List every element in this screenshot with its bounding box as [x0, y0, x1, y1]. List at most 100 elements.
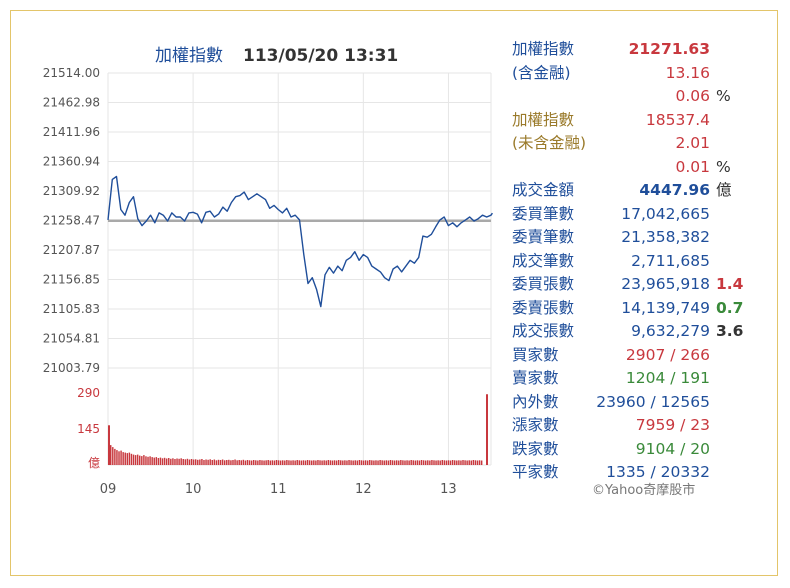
volume-bar	[373, 460, 375, 465]
volume-bar	[190, 459, 193, 465]
stat-row: 加權指數 21271.63	[512, 38, 742, 61]
volume-bar	[197, 459, 199, 465]
stat-extra: %	[716, 87, 731, 105]
volume-bar	[449, 460, 452, 465]
volume-bar	[281, 460, 284, 465]
y-axis-ticks: 21514.00 21462.98 21411.96 21360.94 21309.92…	[43, 66, 100, 375]
stat-label: 加權指數	[512, 40, 575, 58]
volume-bar	[265, 460, 267, 465]
stat-row: 內外數 23960 / 12565	[512, 391, 742, 414]
y-tick-label: 21411.96	[43, 125, 100, 139]
volume-bar	[168, 458, 170, 465]
volume-bar	[180, 458, 182, 465]
stat-label: 賣家數	[512, 369, 559, 387]
volume-bar	[433, 460, 435, 465]
volume-bar	[447, 460, 450, 465]
volume-bar	[429, 460, 431, 465]
volume-bar	[381, 460, 383, 465]
volume-bar	[437, 460, 439, 465]
volume-bar	[112, 447, 114, 465]
volume-bar	[379, 460, 381, 465]
volume-bar-open	[108, 425, 110, 465]
y-tick-label: 21054.81	[43, 332, 100, 346]
volume-bar	[354, 460, 356, 465]
volume-bar	[466, 460, 468, 465]
stat-row: 委買張數 23,965,918 1.4	[512, 273, 744, 296]
volume-bar	[344, 460, 346, 465]
stat-label: 平家數	[512, 463, 559, 481]
volume-bar	[298, 460, 301, 465]
volume-bar	[366, 460, 369, 465]
stat-value: 0.06	[675, 87, 710, 105]
volume-bar	[184, 459, 187, 465]
volume-bar	[128, 452, 131, 465]
volume-bar	[172, 458, 174, 465]
volume-bar	[188, 459, 191, 465]
stat-label: 加權指數	[512, 110, 575, 129]
volume-bar	[153, 457, 155, 465]
stat-row: 成交金額 4447.96 億	[512, 179, 742, 202]
volume-bar	[294, 460, 296, 465]
volume-bar	[306, 460, 309, 465]
volume-bar	[170, 458, 172, 465]
volume-bar	[269, 460, 272, 465]
volume-bar	[383, 460, 385, 465]
volume-bar	[402, 460, 404, 465]
x-tick-label: 09	[100, 482, 117, 497]
volume-bar	[288, 460, 290, 465]
volume-bar	[474, 460, 477, 465]
stat-row: 漲家數 7959 / 23	[512, 414, 742, 437]
volume-bar	[219, 460, 222, 465]
volume-bar	[273, 460, 276, 465]
stat-label: 買家數	[512, 345, 559, 364]
y-tick-label: 21156.85	[43, 273, 100, 287]
volume-bar	[418, 460, 421, 465]
stat-row: 賣家數 1204 / 191	[512, 367, 742, 390]
stat-row: 買家數 2907 / 266	[512, 344, 742, 367]
volume-tick-label: 145	[77, 422, 100, 436]
volume-bar	[126, 453, 129, 465]
stat-extra: 3.6	[716, 322, 744, 340]
volume-bar	[464, 460, 466, 465]
stat-value: 23960 / 12565	[596, 392, 710, 411]
stat-value: 2.01	[675, 134, 710, 152]
volume-bar	[327, 460, 330, 465]
volume-bar	[395, 460, 398, 465]
stat-label: 跌家數	[512, 439, 559, 458]
volume-bar	[348, 460, 350, 465]
volume-bar	[176, 458, 178, 465]
stat-row: 跌家數 9104 / 20	[512, 438, 742, 461]
stat-extra: 億	[716, 181, 732, 199]
volume-bar	[139, 455, 141, 465]
volume-bar	[124, 452, 126, 465]
volume-bar	[315, 460, 317, 465]
volume-bar-close	[486, 394, 488, 465]
volume-bar	[238, 460, 240, 465]
volume-bar	[414, 460, 417, 465]
volume-bar	[182, 459, 184, 465]
volume-bar	[161, 458, 164, 465]
volume-bar	[246, 460, 249, 465]
volume-bar	[360, 460, 363, 465]
y-tick-label: 21360.94	[43, 155, 100, 169]
volume-bar	[174, 459, 176, 465]
stat-value: 1204 / 191	[625, 369, 710, 387]
volume-bar	[118, 451, 120, 465]
volume-bar	[342, 460, 344, 465]
stat-value: 1335 / 20332	[606, 463, 710, 481]
volume-bar	[456, 460, 458, 465]
volume-bar	[476, 460, 479, 465]
volume-bar	[445, 460, 448, 465]
volume-bar	[431, 460, 433, 465]
stat-extra: 1.4	[716, 275, 744, 293]
volume-bar	[331, 460, 334, 465]
volume-bar	[201, 459, 203, 465]
volume-bar	[147, 456, 149, 465]
volume-bar	[194, 459, 197, 465]
stat-row: 成交張數 9,632,279 3.6	[512, 320, 744, 343]
volume-bar	[130, 453, 133, 465]
volume-bar	[443, 460, 446, 465]
volume-bar	[410, 460, 412, 465]
stat-label: (未含金融)	[512, 134, 587, 152]
volume-bar	[151, 457, 153, 465]
